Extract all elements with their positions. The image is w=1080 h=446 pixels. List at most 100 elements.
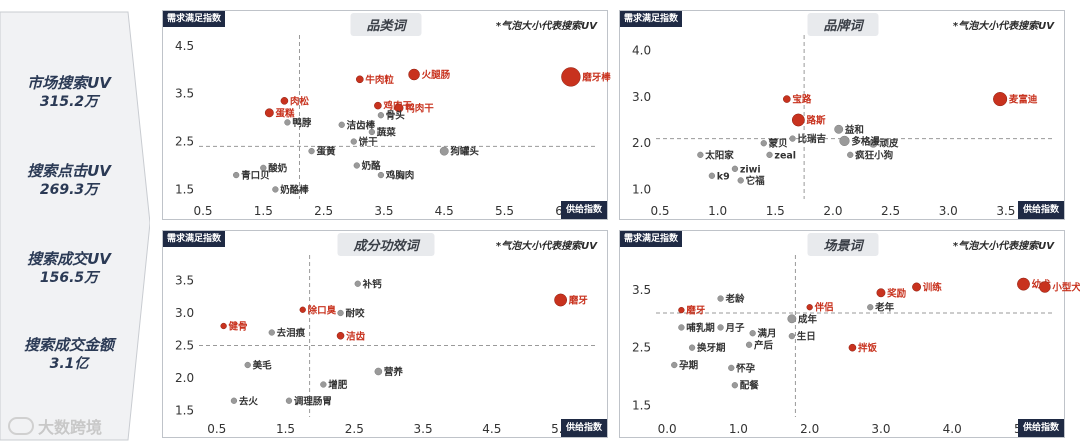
data-point-label: 调理肠胃 (294, 395, 332, 407)
data-point-label: 磨牙棒 (581, 71, 611, 83)
data-point-label: 比瑞吉 (797, 133, 826, 145)
metric-label: 市场搜索UV (27, 74, 111, 92)
data-point (264, 108, 274, 118)
data-point (285, 397, 293, 404)
data-point (299, 306, 306, 313)
x-tick-label: 1.5 (276, 422, 295, 436)
y-tick-label: 3.0 (175, 306, 194, 320)
chart-panel-brand: 1.0 2.0 3.0 4.0 0.5 1.0 1.5 2.0 2.5 3.0 3.5 麦富迪 宝路 路斯… (619, 10, 1065, 220)
data-point-label: 训练 (923, 282, 943, 294)
data-point (749, 330, 756, 337)
data-point-label: 美毛 (252, 360, 273, 372)
data-point (350, 138, 357, 145)
data-point (1039, 281, 1051, 293)
metric-value: 156.5万 (39, 270, 99, 286)
data-point (876, 288, 886, 298)
chart-note: *气泡大小代表搜索UV (952, 21, 1054, 32)
y-axis-label: 需求满足指数 (620, 231, 683, 247)
data-point-label: 火腿肠 (422, 70, 451, 81)
metric-value: 3.1亿 (49, 356, 89, 372)
data-point-label: 孕期 (679, 360, 698, 372)
x-tick-label: 4.5 (482, 422, 501, 436)
data-point-label: 狗罐头 (450, 146, 479, 158)
data-point-label: 奖励 (887, 287, 907, 299)
data-point (847, 151, 854, 159)
data-point-label: 肉松 (290, 95, 310, 107)
watermark-logo-icon (8, 417, 34, 435)
metric-label: 搜索成交UV (27, 250, 111, 268)
data-point-label: 换牙期 (697, 342, 726, 354)
data-point-label: 营养 (384, 366, 404, 378)
data-point (717, 324, 724, 331)
data-point-label: 哺乳期 (686, 322, 715, 334)
metric-value: 269.3万 (39, 182, 99, 198)
data-point-label: 耐咬 (345, 308, 365, 320)
data-point (671, 361, 678, 369)
data-point (766, 151, 773, 159)
data-point-label: 牛肉粒 (365, 74, 394, 86)
data-point-label: 洁齿棒 (347, 119, 376, 131)
x-tick-label: 5.5 (495, 204, 514, 218)
data-point (868, 138, 878, 148)
chart-panel-ingredient: 1.52.02.53.03.50.51.52.53.54.55.5磨牙除口臭健骨… (162, 230, 608, 438)
data-point (993, 92, 1008, 107)
data-point (220, 322, 227, 330)
data-point-label: 磨牙 (568, 295, 589, 307)
data-point-label: 去泪痕 (277, 327, 306, 339)
chart-panel-category: 1.52.53.54.50.51.52.53.54.55.56.5磨牙棒火腿肠牛… (162, 10, 611, 220)
x-tick-label: 2.5 (314, 204, 333, 218)
metric-value: 315.2万 (39, 94, 99, 110)
y-tick-label: 3.5 (175, 274, 194, 288)
x-tick-label: 0.5 (193, 204, 212, 218)
y-axis-label: 需求满足指数 (620, 11, 683, 27)
data-point-label: 怀孕 (736, 362, 756, 374)
data-point-label: 配餐 (740, 380, 760, 392)
scatter-chart: 1.0 2.0 3.0 4.0 0.5 1.0 1.5 2.0 2.5 3.0 3.5 麦富迪 宝路路斯… (632, 35, 1052, 218)
data-point (788, 332, 796, 340)
x-tick-label: 1.5 (766, 204, 785, 218)
y-tick-label: 1.5 (175, 182, 194, 196)
x-axis-label: 供给指数 (1017, 419, 1064, 437)
data-point-label: 蛋黄 (316, 146, 336, 158)
x-tick-label: 4.5 (435, 204, 454, 218)
data-point (337, 309, 344, 317)
data-point-label: 宝路 (792, 94, 812, 106)
data-point-label: zeal (774, 150, 796, 161)
data-point-label: 老年 (874, 302, 895, 314)
data-point (356, 75, 364, 84)
data-point-label: 蛋糕 (276, 107, 296, 119)
chart-title: 品牌词 (807, 13, 879, 36)
data-point-label: 增肥 (328, 379, 348, 391)
data-point-label: 鸡胸肉 (385, 170, 415, 182)
data-point (374, 367, 383, 376)
y-tick-label: 3.0 (632, 90, 651, 104)
data-point (789, 135, 796, 142)
data-point (848, 343, 857, 352)
data-point-label: 小型犬 (1051, 282, 1080, 294)
data-point-label: 月子 (724, 323, 745, 334)
x-tick-label: 3.5 (996, 204, 1015, 218)
data-point (554, 293, 568, 307)
data-point (787, 314, 797, 324)
data-point-label: 健骨 (229, 321, 248, 333)
chevron-arrow-shape (0, 11, 150, 441)
y-tick-label: 2.5 (175, 339, 194, 353)
x-tick-label: 3.0 (939, 204, 958, 218)
data-point (354, 280, 361, 287)
chart-panel-scene: 1.52.53.50.01.02.03.04.05.0幼犬小型犬训练奖励伴侣磨牙… (619, 230, 1080, 438)
x-tick-label: 3.0 (871, 422, 890, 436)
data-point (268, 329, 275, 336)
data-point-label: 洁齿 (346, 330, 366, 342)
y-tick-label: 1.5 (632, 398, 651, 412)
data-point (731, 165, 739, 172)
data-point (408, 68, 420, 81)
x-tick-label: 2.0 (823, 204, 842, 218)
data-point-label: 麦富迪 (1009, 94, 1038, 106)
data-point-label: 鸭肉干 (405, 103, 434, 115)
data-point-label: 疯狂小狗 (855, 149, 894, 161)
data-point (728, 364, 735, 372)
metric-deal-amount: 搜索成交金额 3.1亿 (6, 336, 132, 373)
data-point-label: 路斯 (807, 115, 827, 127)
chart-note: *气泡大小代表搜索UV (952, 241, 1054, 252)
data-point (1017, 277, 1030, 291)
